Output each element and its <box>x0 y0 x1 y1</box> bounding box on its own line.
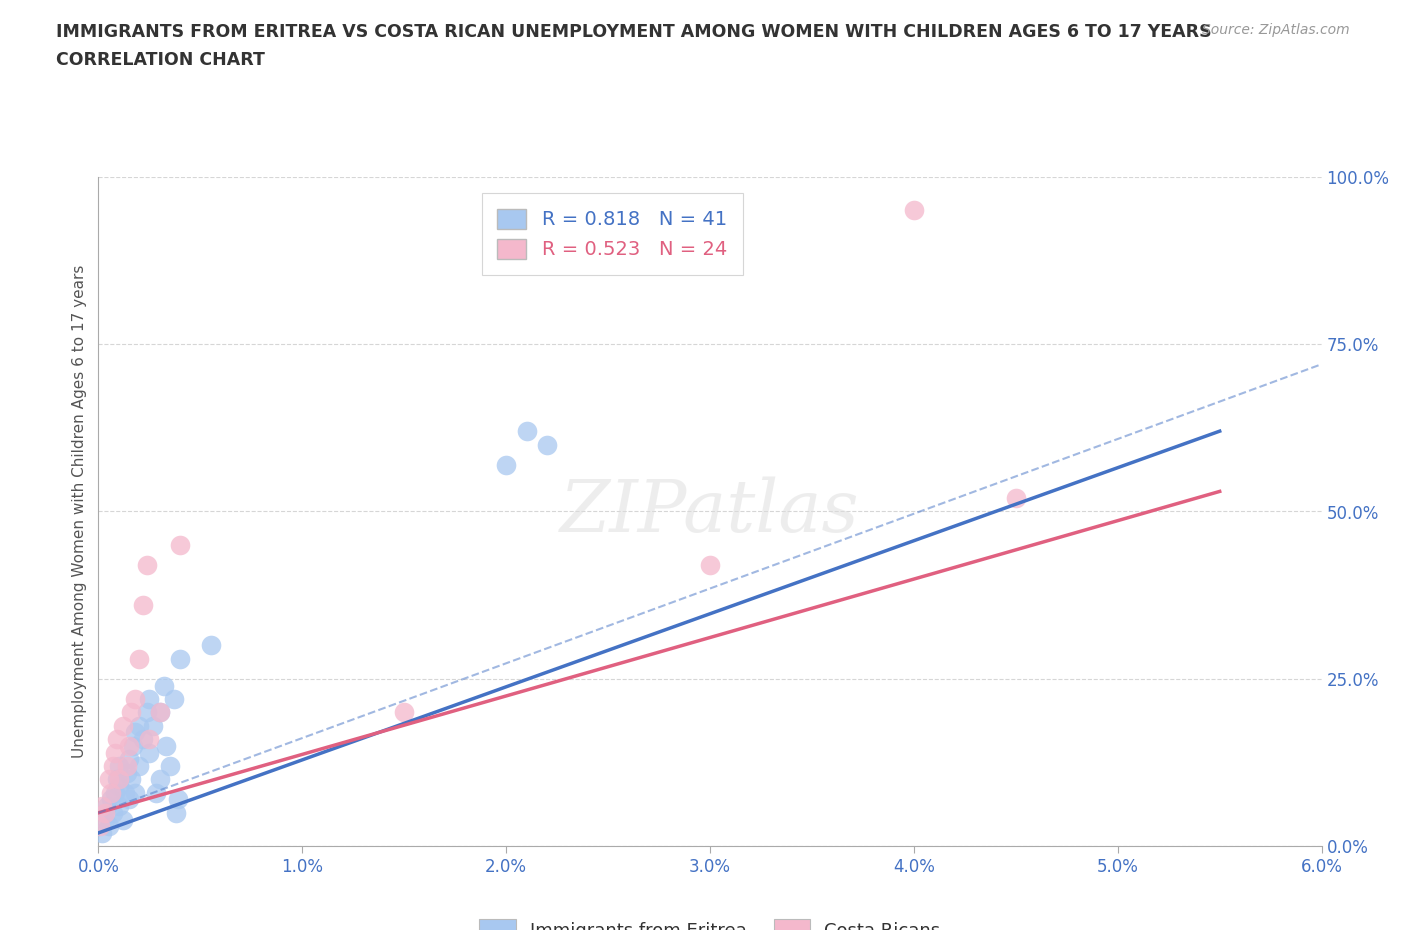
Point <box>132 598 155 613</box>
Text: Source: ZipAtlas.com: Source: ZipAtlas.com <box>1202 23 1350 37</box>
Point <box>104 785 127 800</box>
Point <box>100 792 122 807</box>
Y-axis label: Unemployment Among Women with Children Ages 6 to 17 years: Unemployment Among Women with Children A… <box>72 265 87 758</box>
Point <box>115 765 138 780</box>
Point <box>118 751 141 766</box>
Point <box>124 725 146 740</box>
Point <box>169 651 191 666</box>
Point <box>392 705 416 720</box>
Point <box>495 458 517 472</box>
Point <box>128 718 150 733</box>
Point <box>97 818 120 833</box>
Point <box>132 732 155 747</box>
Point <box>122 738 145 753</box>
Point <box>96 799 118 814</box>
Point <box>152 678 174 693</box>
Point <box>124 785 146 800</box>
Point <box>165 805 187 820</box>
Point <box>155 738 177 753</box>
Point <box>120 705 142 720</box>
Point <box>536 437 558 452</box>
Point <box>149 705 172 720</box>
Point <box>903 203 925 218</box>
Point <box>138 692 160 707</box>
Point <box>167 792 190 807</box>
Point <box>115 759 138 774</box>
Point <box>699 558 721 573</box>
Text: IMMIGRANTS FROM ERITREA VS COSTA RICAN UNEMPLOYMENT AMONG WOMEN WITH CHILDREN AG: IMMIGRANTS FROM ERITREA VS COSTA RICAN U… <box>56 23 1212 41</box>
Point <box>136 705 159 720</box>
Point <box>128 759 150 774</box>
Text: ZIPatlas: ZIPatlas <box>560 476 860 547</box>
Point <box>111 812 134 827</box>
Point <box>108 772 131 787</box>
Point <box>108 759 131 774</box>
Point <box>111 718 134 733</box>
Legend: Immigrants from Eritrea, Costa Ricans: Immigrants from Eritrea, Costa Ricans <box>472 912 948 930</box>
Point <box>118 738 141 753</box>
Point <box>138 745 160 760</box>
Point <box>100 785 122 800</box>
Point <box>149 705 172 720</box>
Point <box>159 759 181 774</box>
Point <box>120 772 142 787</box>
Point <box>108 778 131 793</box>
Point <box>200 638 222 653</box>
Point <box>89 818 111 833</box>
Point <box>101 805 124 820</box>
Point <box>149 772 172 787</box>
Point <box>1004 491 1026 506</box>
Point <box>104 745 127 760</box>
Point <box>91 799 114 814</box>
Point <box>91 826 114 841</box>
Point <box>145 785 167 800</box>
Point <box>169 538 191 552</box>
Point <box>105 772 128 787</box>
Point <box>136 558 159 573</box>
Point <box>163 692 186 707</box>
Point <box>101 759 124 774</box>
Point <box>108 799 131 814</box>
Point <box>142 718 165 733</box>
Point <box>516 424 538 439</box>
Point <box>138 732 160 747</box>
Point <box>124 692 146 707</box>
Point <box>97 772 120 787</box>
Point <box>105 732 128 747</box>
Point <box>118 792 141 807</box>
Point <box>93 812 115 827</box>
Text: CORRELATION CHART: CORRELATION CHART <box>56 51 266 69</box>
Point <box>114 785 136 800</box>
Point <box>128 651 150 666</box>
Point <box>93 805 115 820</box>
